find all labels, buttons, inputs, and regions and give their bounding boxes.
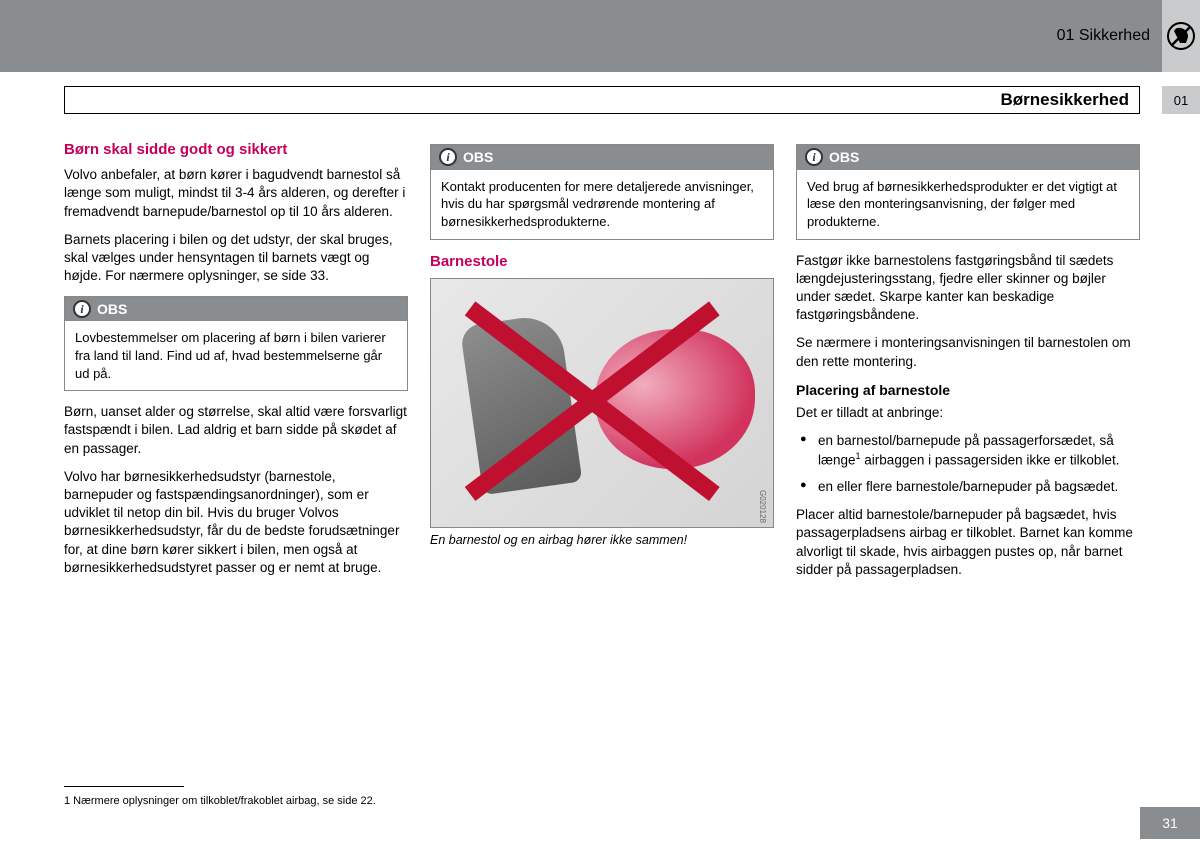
info-icon: i <box>73 300 91 318</box>
para-always-back: Placer altid barnestole/barnepuder på ba… <box>796 506 1140 579</box>
info-icon: i <box>805 148 823 166</box>
obs-body: Lovbestemmelser om placering af børn i b… <box>65 321 407 390</box>
obs-header: i OBS <box>797 145 1139 170</box>
obs-box-laws: i OBS Lovbestemmelser om placering af bø… <box>64 296 408 392</box>
footnote-text: 1 Nærmere oplysninger om tilkoblet/frako… <box>64 795 376 807</box>
para-placement: Barnets placering i bilen og det udstyr,… <box>64 231 408 286</box>
section-title: Børnesikkerhed <box>1001 90 1130 110</box>
para-see-manual: Se nærmere i monteringsanvisningen til b… <box>796 334 1140 370</box>
content-columns: Børn skal sidde godt og sikkert Volvo an… <box>64 140 1140 777</box>
obs-box-instructions: i OBS Ved brug af børnesikkerhedsprodukt… <box>796 144 1140 240</box>
heading-children-safe: Børn skal sidde godt og sikkert <box>64 140 408 160</box>
info-icon: i <box>439 148 457 166</box>
footnote-rule <box>64 786 184 787</box>
figure-id: G020128 <box>756 490 767 523</box>
obs-body: Kontakt producenten for mere detaljerede… <box>431 170 773 239</box>
list-item: en barnestol/barnepude på passagerforsæd… <box>796 432 1140 470</box>
side-tab: 01 <box>1162 86 1200 114</box>
header-icon-box <box>1162 0 1200 72</box>
chapter-header: 01 Sikkerhed <box>0 0 1162 72</box>
chapter-title: 01 Sikkerhed <box>1057 27 1150 45</box>
obs-header: i OBS <box>65 297 407 322</box>
heading-child-seats: Barnestole <box>430 252 774 272</box>
section-title-bar: Børnesikkerhed <box>64 86 1140 114</box>
list-item: en eller flere barnestole/barnepuder på … <box>796 478 1140 496</box>
para-fastening: Fastgør ikke barnestolens fastgøringsbån… <box>796 252 1140 325</box>
no-airbag-icon <box>1166 21 1196 51</box>
obs-header: i OBS <box>431 145 773 170</box>
heading-placement: Placering af barnestole <box>796 381 1140 400</box>
para-all-children: Børn, uanset alder og størrelse, skal al… <box>64 403 408 458</box>
para-allowed: Det er tilladt at anbringe: <box>796 404 1140 422</box>
column-1: Børn skal sidde godt og sikkert Volvo an… <box>64 140 408 777</box>
para-recommendation: Volvo anbefaler, at børn kører i bagudve… <box>64 166 408 221</box>
obs-body: Ved brug af børnesikkerhedsprodukter er … <box>797 170 1139 239</box>
figure-caption: En barnestol og en airbag hører ikke sam… <box>430 532 774 549</box>
column-2: i OBS Kontakt producenten for mere detal… <box>430 140 774 777</box>
cross-out-icon <box>431 279 773 523</box>
figure-childseat-airbag: G020128 <box>430 278 774 528</box>
placement-list: en barnestol/barnepude på passagerforsæd… <box>796 432 1140 496</box>
page-number: 31 <box>1140 807 1200 839</box>
obs-box-contact: i OBS Kontakt producenten for mere detal… <box>430 144 774 240</box>
para-volvo-equipment: Volvo har børnesikkerhedsudstyr (barnest… <box>64 468 408 577</box>
column-3: i OBS Ved brug af børnesikkerhedsprodukt… <box>796 140 1140 777</box>
